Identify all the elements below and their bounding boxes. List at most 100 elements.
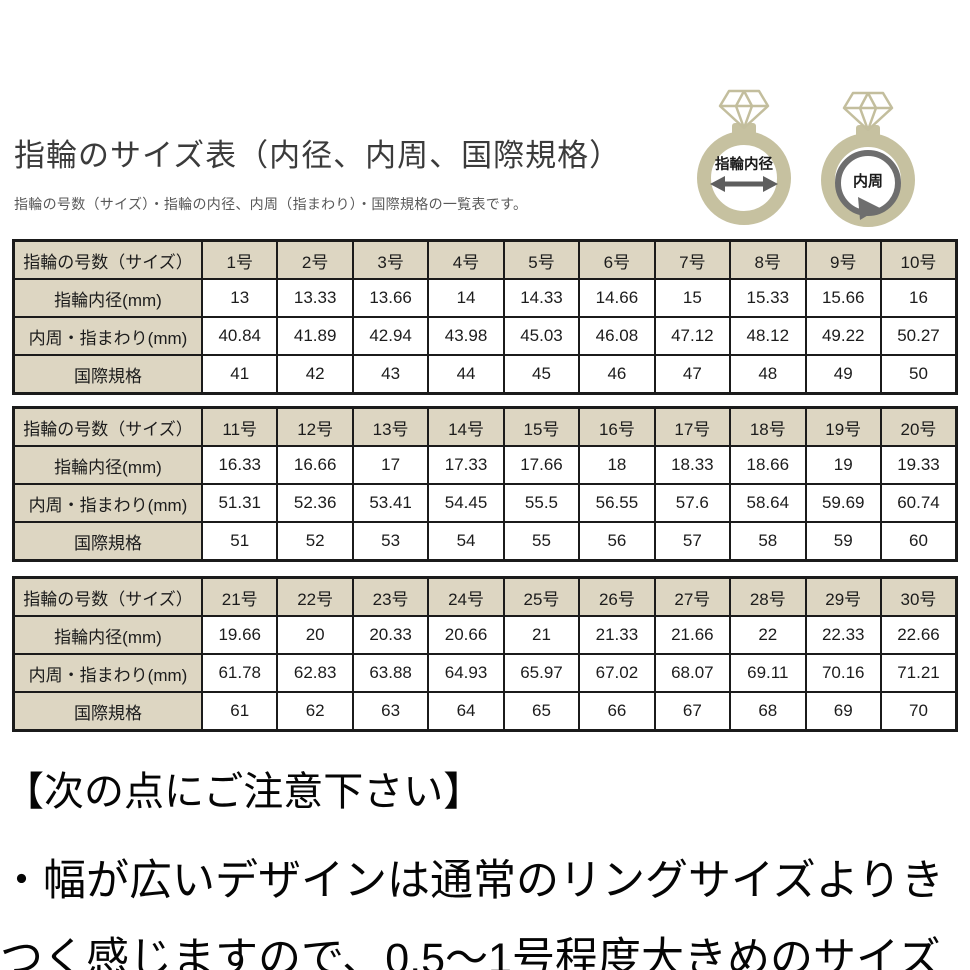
circumference-value-cell: 41.89 <box>276 316 354 356</box>
row-label-international: 国際規格 <box>12 691 203 732</box>
circumference-value-cell: 58.64 <box>729 483 807 523</box>
size-header-cell: 29号 <box>804 576 882 617</box>
inner-diameter-value-cell: 13.33 <box>276 278 354 318</box>
size-header-cell: 24号 <box>427 576 505 617</box>
size-header-cell: 11号 <box>200 406 279 447</box>
circumference-value-cell: 49.22 <box>804 316 882 356</box>
inner-diameter-value-cell: 21.66 <box>653 615 732 655</box>
circumference-value-cell: 45.03 <box>502 316 581 356</box>
row-label-inner-diameter: 指輪内径(mm) <box>12 278 203 318</box>
inner-diameter-value-cell: 19.66 <box>200 615 279 655</box>
circumference-value-cell: 54.45 <box>427 483 505 523</box>
circumference-value-cell: 60.74 <box>879 483 958 523</box>
row-label-inner-diameter: 指輪内径(mm) <box>12 615 203 655</box>
international-value-cell: 48 <box>729 354 807 395</box>
circumference-value-cell: 67.02 <box>578 653 656 693</box>
row-label-size: 指輪の号数（サイズ） <box>12 576 203 617</box>
size-header-cell: 25号 <box>502 576 581 617</box>
diamond-icon <box>718 89 770 130</box>
inner-diameter-value-cell: 20.66 <box>427 615 505 655</box>
size-header-cell: 2号 <box>276 239 354 280</box>
size-header-cell: 27号 <box>653 576 732 617</box>
circumference-value-cell: 42.94 <box>351 316 430 356</box>
international-value-cell: 59 <box>804 521 882 562</box>
international-value-cell: 68 <box>729 691 807 732</box>
ring-inner-diameter-diagram: 指輪内径 <box>697 89 791 225</box>
inner-diameter-value-cell: 14.33 <box>502 278 581 318</box>
size-header-cell: 5号 <box>502 239 581 280</box>
row-label-size: 指輪の号数（サイズ） <box>12 406 203 447</box>
ring-circumference-diagram: 内周 <box>821 91 915 227</box>
inner-diameter-value-cell: 18.66 <box>729 445 807 485</box>
table-row-size: 指輪の号数（サイズ） 1号 2号 3号 4号 5号 6号 7号 8号 9号 10号 <box>12 239 958 280</box>
size-header-cell: 30号 <box>879 576 958 617</box>
inner-diameter-value-cell: 14 <box>427 278 505 318</box>
circumference-value-cell: 68.07 <box>653 653 732 693</box>
size-header-cell: 16号 <box>578 406 656 447</box>
inner-diameter-value-cell: 13.66 <box>351 278 430 318</box>
size-header-cell: 13号 <box>351 406 430 447</box>
circumference-value-cell: 55.5 <box>502 483 581 523</box>
row-label-circumference: 内周・指まわり(mm) <box>12 316 203 356</box>
inner-diameter-value-cell: 17 <box>351 445 430 485</box>
size-header-cell: 14号 <box>427 406 505 447</box>
inner-diameter-value-cell: 20.33 <box>351 615 430 655</box>
international-value-cell: 43 <box>351 354 430 395</box>
circumference-value-cell: 57.6 <box>653 483 732 523</box>
size-header-cell: 1号 <box>200 239 279 280</box>
table-row-inner-diameter: 指輪内径(mm) 16.33 16.66 17 17.33 17.66 18 18.33 18.… <box>12 445 958 485</box>
international-value-cell: 51 <box>200 521 279 562</box>
table-row-international: 国際規格 41 42 43 44 45 46 47 48 49 50 <box>12 354 958 395</box>
circumference-value-cell: 63.88 <box>351 653 430 693</box>
circumference-value-cell: 65.97 <box>502 653 581 693</box>
size-header-cell: 21号 <box>200 576 279 617</box>
diameter-arrow-icon <box>710 176 778 192</box>
international-value-cell: 54 <box>427 521 505 562</box>
inner-diameter-value-cell: 16.66 <box>276 445 354 485</box>
circumference-value-cell: 52.36 <box>276 483 354 523</box>
size-header-cell: 15号 <box>502 406 581 447</box>
international-value-cell: 50 <box>879 354 958 395</box>
inner-diameter-value-cell: 22 <box>729 615 807 655</box>
international-value-cell: 63 <box>351 691 430 732</box>
notes-heading: 【次の点にご注意下さい】 <box>4 770 484 814</box>
notes-line-1: ・幅が広いデザインは通常のリングサイズよりき <box>0 857 944 905</box>
row-label-size: 指輪の号数（サイズ） <box>12 239 203 280</box>
inner-diameter-value-cell: 18 <box>578 445 656 485</box>
table-row-international: 国際規格 61 62 63 64 65 66 67 68 69 70 <box>12 691 958 732</box>
size-header-cell: 20号 <box>879 406 958 447</box>
size-header-cell: 18号 <box>729 406 807 447</box>
table-row-circumference: 内周・指まわり(mm) 40.84 41.89 42.94 43.98 45.03 46.0… <box>12 316 958 356</box>
international-value-cell: 61 <box>200 691 279 732</box>
size-header-cell: 6号 <box>578 239 656 280</box>
circumference-value-cell: 64.93 <box>427 653 505 693</box>
row-label-circumference: 内周・指まわり(mm) <box>12 653 203 693</box>
table-row-circumference: 内周・指まわり(mm) 61.78 62.83 63.88 64.93 65.97 67.0… <box>12 653 958 693</box>
international-value-cell: 65 <box>502 691 581 732</box>
international-value-cell: 45 <box>502 354 581 395</box>
inner-diameter-value-cell: 22.33 <box>804 615 882 655</box>
page-subtitle: 指輪の号数（サイズ）・指輪の内径、内周（指まわり）・国際規格の一覧表です。 <box>14 196 528 212</box>
circumference-value-cell: 70.16 <box>804 653 882 693</box>
circumference-arrowhead-icon <box>858 197 880 220</box>
ring-size-table-3: 指輪の号数（サイズ） 21号 22号 23号 24号 25号 26号 27号 28号 29号 30号… <box>12 576 958 732</box>
circumference-value-cell: 47.12 <box>653 316 732 356</box>
table-row-circumference: 内周・指まわり(mm) 51.31 52.36 53.41 54.45 55.5 56.55… <box>12 483 958 523</box>
international-value-cell: 57 <box>653 521 732 562</box>
international-value-cell: 42 <box>276 354 354 395</box>
size-header-cell: 10号 <box>879 239 958 280</box>
inner-diameter-value-cell: 16 <box>879 278 958 318</box>
table-row-size: 指輪の号数（サイズ） 11号 12号 13号 14号 15号 16号 17号 18号 19号 20号 <box>12 406 958 447</box>
inner-diameter-value-cell: 19 <box>804 445 882 485</box>
table-row-inner-diameter: 指輪内径(mm) 13 13.33 13.66 14 14.33 14.66 15 15.33 1… <box>12 278 958 318</box>
international-value-cell: 41 <box>200 354 279 395</box>
inner-diameter-label: 指輪内径 <box>715 155 773 173</box>
international-value-cell: 47 <box>653 354 732 395</box>
size-header-cell: 17号 <box>653 406 732 447</box>
inner-diameter-value-cell: 21 <box>502 615 581 655</box>
size-header-cell: 8号 <box>729 239 807 280</box>
row-label-circumference: 内周・指まわり(mm) <box>12 483 203 523</box>
size-header-cell: 28号 <box>729 576 807 617</box>
diamond-icon <box>842 91 894 132</box>
inner-diameter-value-cell: 16.33 <box>200 445 279 485</box>
